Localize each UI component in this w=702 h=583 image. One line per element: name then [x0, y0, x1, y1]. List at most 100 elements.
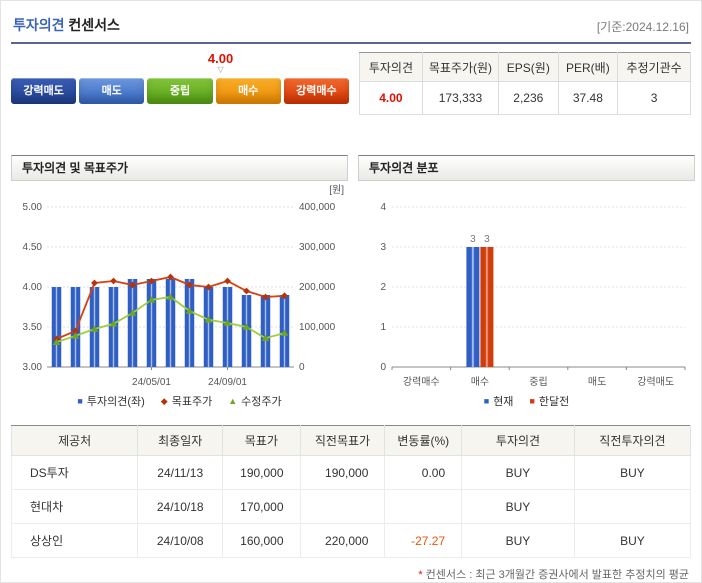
summary-value-cell: 2,236: [498, 81, 559, 115]
square-legend-icon: ■: [529, 395, 535, 406]
opinion-target-legend: ■ 투자의견(좌) ◆ 목표주가 ▲ 수정주가: [11, 393, 348, 409]
summary-value-cell: 37.48: [557, 81, 619, 115]
svg-text:3: 3: [380, 242, 386, 253]
panel-opinion-target: 투자의견 및 목표주가 5.00 400,000 4.50 300,000 4.00 20…: [11, 155, 348, 409]
target-price-cell: 190,000: [222, 455, 301, 490]
gauge-button-strong-sell[interactable]: 강력매도: [11, 78, 77, 104]
opinion-cell: BUY: [461, 455, 575, 490]
summary-value-cell: 4.00: [359, 81, 423, 115]
summary-header-cell: 투자의견: [359, 52, 423, 82]
square-legend-icon: ■: [77, 395, 83, 406]
svg-text:[원]: [원]: [329, 184, 344, 196]
legend-item: ▲ 수정주가: [228, 393, 281, 409]
gauge-button-strong-buy[interactable]: 강력매수: [283, 78, 350, 104]
gauge-marker: 4.00 ▽: [208, 52, 233, 74]
consensus-summary-table: 투자의견 목표주가(원) EPS(원) PER(배) 추정기관수 4.00 173,333…: [359, 52, 691, 115]
summary-header-cell: PER(배): [557, 52, 619, 82]
date-cell: 24/10/18: [137, 489, 224, 524]
page-title-rest: 컨센서스: [68, 17, 120, 33]
change-rate-cell: [384, 489, 463, 524]
distribution-legend: ■ 현재 ■ 한달전: [358, 393, 695, 409]
svg-text:3.00: 3.00: [23, 362, 43, 373]
legend-label: 투자의견(좌): [86, 396, 145, 408]
svg-text:강력매수: 강력매수: [403, 376, 440, 388]
table-row: 현대차 24/10/18 170,000 BUY: [10, 489, 692, 524]
summary-header-cell: 목표주가(원): [421, 52, 500, 82]
gauge-button-hold[interactable]: 중립: [147, 78, 213, 104]
target-price-cell: 170,000: [222, 489, 301, 524]
legend-item: ◆ 목표주가: [161, 393, 212, 409]
broker-opinion-table: 제공처 최종일자 목표가 직전목표가 변동률(%) 투자의견 직전투자의견 DS투자 24/11…: [10, 425, 692, 558]
chart-panels: 투자의견 및 목표주가 5.00 400,000 4.50 300,000 4.00 20…: [11, 155, 695, 409]
legend-label: 현재: [493, 396, 514, 408]
detail-header-cell: 제공처: [10, 425, 139, 456]
provider-cell: DS투자: [10, 455, 139, 490]
page-title: 투자의견 컨센서스: [13, 15, 120, 35]
triangle-legend-icon: ▲: [228, 395, 238, 406]
svg-text:강력매도: 강력매도: [637, 376, 674, 388]
svg-text:0: 0: [380, 362, 386, 373]
svg-text:3: 3: [470, 234, 476, 245]
panel-distribution: 투자의견 분포 0 1 2 3 4 강력매수 매수 중립 매도 강력매도 3 3 ■ 현재 ■ 한달전: [358, 155, 695, 409]
square-legend-icon: ■: [483, 395, 490, 406]
diamond-legend-icon: ◆: [160, 395, 168, 406]
table-row: DS투자 24/11/13 190,000 190,000 0.00 BUY BUY: [10, 455, 692, 490]
basis-date: [기준:2024.12.16]: [596, 20, 689, 34]
opinion-gauge: 4.00 ▽ 강력매도 매도 중립 매수 강력매수: [11, 52, 350, 115]
gauge-button-buy[interactable]: 매수: [215, 78, 281, 104]
summary-header-cell: EPS(원): [498, 52, 559, 82]
svg-text:3.50: 3.50: [23, 322, 43, 333]
prev-target-price-cell: [299, 489, 386, 524]
gauge-value: 4.00: [207, 51, 234, 66]
prev-target-price-cell: 220,000: [299, 523, 386, 558]
svg-text:4.00: 4.00: [23, 282, 43, 293]
detail-header-cell: 직전목표가: [299, 425, 386, 456]
top-section: 4.00 ▽ 강력매도 매도 중립 매수 강력매수 투자의견 목표주가(원) EPS(원) P…: [11, 52, 691, 115]
legend-item: ■ 현재: [484, 393, 514, 409]
change-rate-cell: 0.00: [384, 455, 463, 490]
provider-cell: 상상인: [10, 523, 139, 558]
date-cell: 24/10/08: [137, 523, 224, 558]
svg-text:매수: 매수: [471, 376, 489, 388]
summary-value-cell: 173,333: [421, 81, 500, 115]
target-price-cell: 160,000: [222, 523, 301, 558]
gauge-button-sell[interactable]: 매도: [79, 78, 145, 104]
detail-header-cell: 변동률(%): [384, 425, 463, 456]
opinion-cell: BUY: [461, 489, 575, 524]
detail-header-cell: 최종일자: [137, 425, 224, 456]
detail-header-cell: 목표가: [222, 425, 301, 456]
date-cell: 24/11/13: [137, 455, 224, 490]
svg-text:2: 2: [380, 282, 386, 293]
svg-text:24/09/01: 24/09/01: [208, 377, 247, 388]
panel-title-distribution: 투자의견 분포: [358, 155, 695, 181]
svg-text:4.50: 4.50: [23, 242, 43, 253]
legend-label: 한달전: [538, 396, 570, 408]
svg-text:400,000: 400,000: [299, 202, 336, 213]
svg-text:중립: 중립: [529, 375, 547, 388]
summary-value-cell: 3: [617, 81, 691, 115]
prev-opinion-cell: [573, 489, 692, 524]
svg-text:0: 0: [299, 362, 305, 373]
legend-item: ■ 투자의견(좌): [77, 393, 144, 409]
svg-text:매도: 매도: [588, 376, 606, 388]
svg-text:200,000: 200,000: [299, 282, 336, 293]
table-row: 상상인 24/10/08 160,000 220,000 -27.27 BUY BUY: [10, 523, 692, 558]
footnote: * 컨센서스 : 최근 3개월간 증권사에서 발표한 추정치의 평균: [11, 566, 691, 582]
legend-label: 목표주가: [171, 396, 213, 408]
detail-header-cell: 직전투자의견: [573, 425, 692, 456]
svg-text:3: 3: [484, 234, 490, 245]
opinion-cell: BUY: [461, 523, 575, 558]
prev-opinion-cell: BUY: [573, 455, 692, 490]
svg-text:300,000: 300,000: [299, 242, 336, 253]
gauge-marker-arrow-icon: ▽: [217, 65, 224, 74]
panel-title-opinion-target: 투자의견 및 목표주가: [11, 155, 348, 181]
footnote-text: 컨센서스 : 최근 3개월간 증권사에서 발표한 추정치의 평균: [425, 569, 689, 581]
summary-value-row: 4.00 173,333 2,236 37.48 3: [359, 81, 691, 115]
legend-item: ■ 한달전: [529, 393, 569, 409]
svg-text:5.00: 5.00: [23, 202, 43, 213]
svg-text:1: 1: [380, 322, 386, 333]
provider-cell: 현대차: [10, 489, 139, 524]
prev-target-price-cell: 190,000: [299, 455, 386, 490]
